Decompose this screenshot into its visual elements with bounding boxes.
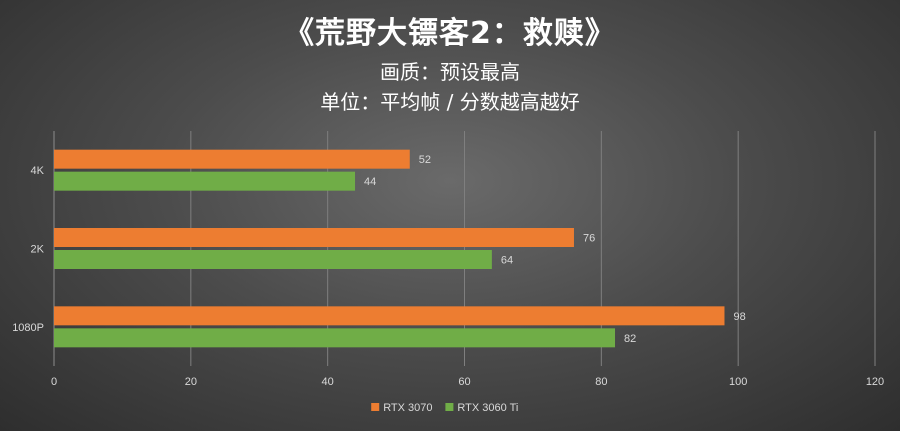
x-tick-label: 40 — [322, 376, 334, 388]
data-label: 44 — [364, 176, 376, 188]
x-tick-label: 60 — [458, 376, 470, 388]
x-tick-label: 0 — [51, 376, 57, 388]
data-label: 52 — [419, 154, 431, 166]
x-tick-label: 120 — [866, 376, 884, 388]
chart-title: 《荒野大镖客2：救赎》 — [284, 16, 616, 51]
bar-rtx-3070-4k — [54, 149, 410, 169]
data-label: 64 — [501, 255, 513, 267]
data-label: 98 — [733, 311, 745, 323]
chart-subtitle-unit: 单位：平均帧 / 分数越高越好 — [320, 90, 580, 114]
bars — [54, 149, 725, 348]
labels: 0 20 40 60 80 100 120 4K 52 44 2K 76 64 1080P 98 82 — [12, 154, 884, 388]
legend-label: RTX 3070 — [383, 402, 432, 414]
legend-swatch — [445, 403, 454, 411]
gridlines — [53, 131, 876, 366]
bar-rtx-3060-ti-4k — [54, 171, 356, 191]
category-label: 4K — [31, 165, 45, 177]
bar-rtx-3070-1080p — [54, 306, 725, 326]
bar-rtx-3060-ti-1080p — [54, 328, 616, 348]
legend: RTX 3070 RTX 3060 Ti — [371, 402, 518, 414]
chart-subtitle-quality: 画质：预设最高 — [380, 60, 520, 84]
category-label: 1080P — [12, 322, 44, 334]
legend-label: RTX 3060 Ti — [457, 402, 518, 414]
bar-rtx-3060-ti-2k — [54, 250, 492, 269]
data-label: 82 — [624, 333, 636, 345]
x-tick-label: 100 — [729, 376, 747, 388]
x-tick-label: 80 — [595, 376, 607, 388]
category-label: 2K — [31, 244, 45, 256]
x-tick-label: 20 — [185, 376, 197, 388]
legend-swatch — [371, 403, 380, 411]
data-label: 76 — [583, 233, 595, 245]
bar-rtx-3070-2k — [54, 228, 574, 247]
